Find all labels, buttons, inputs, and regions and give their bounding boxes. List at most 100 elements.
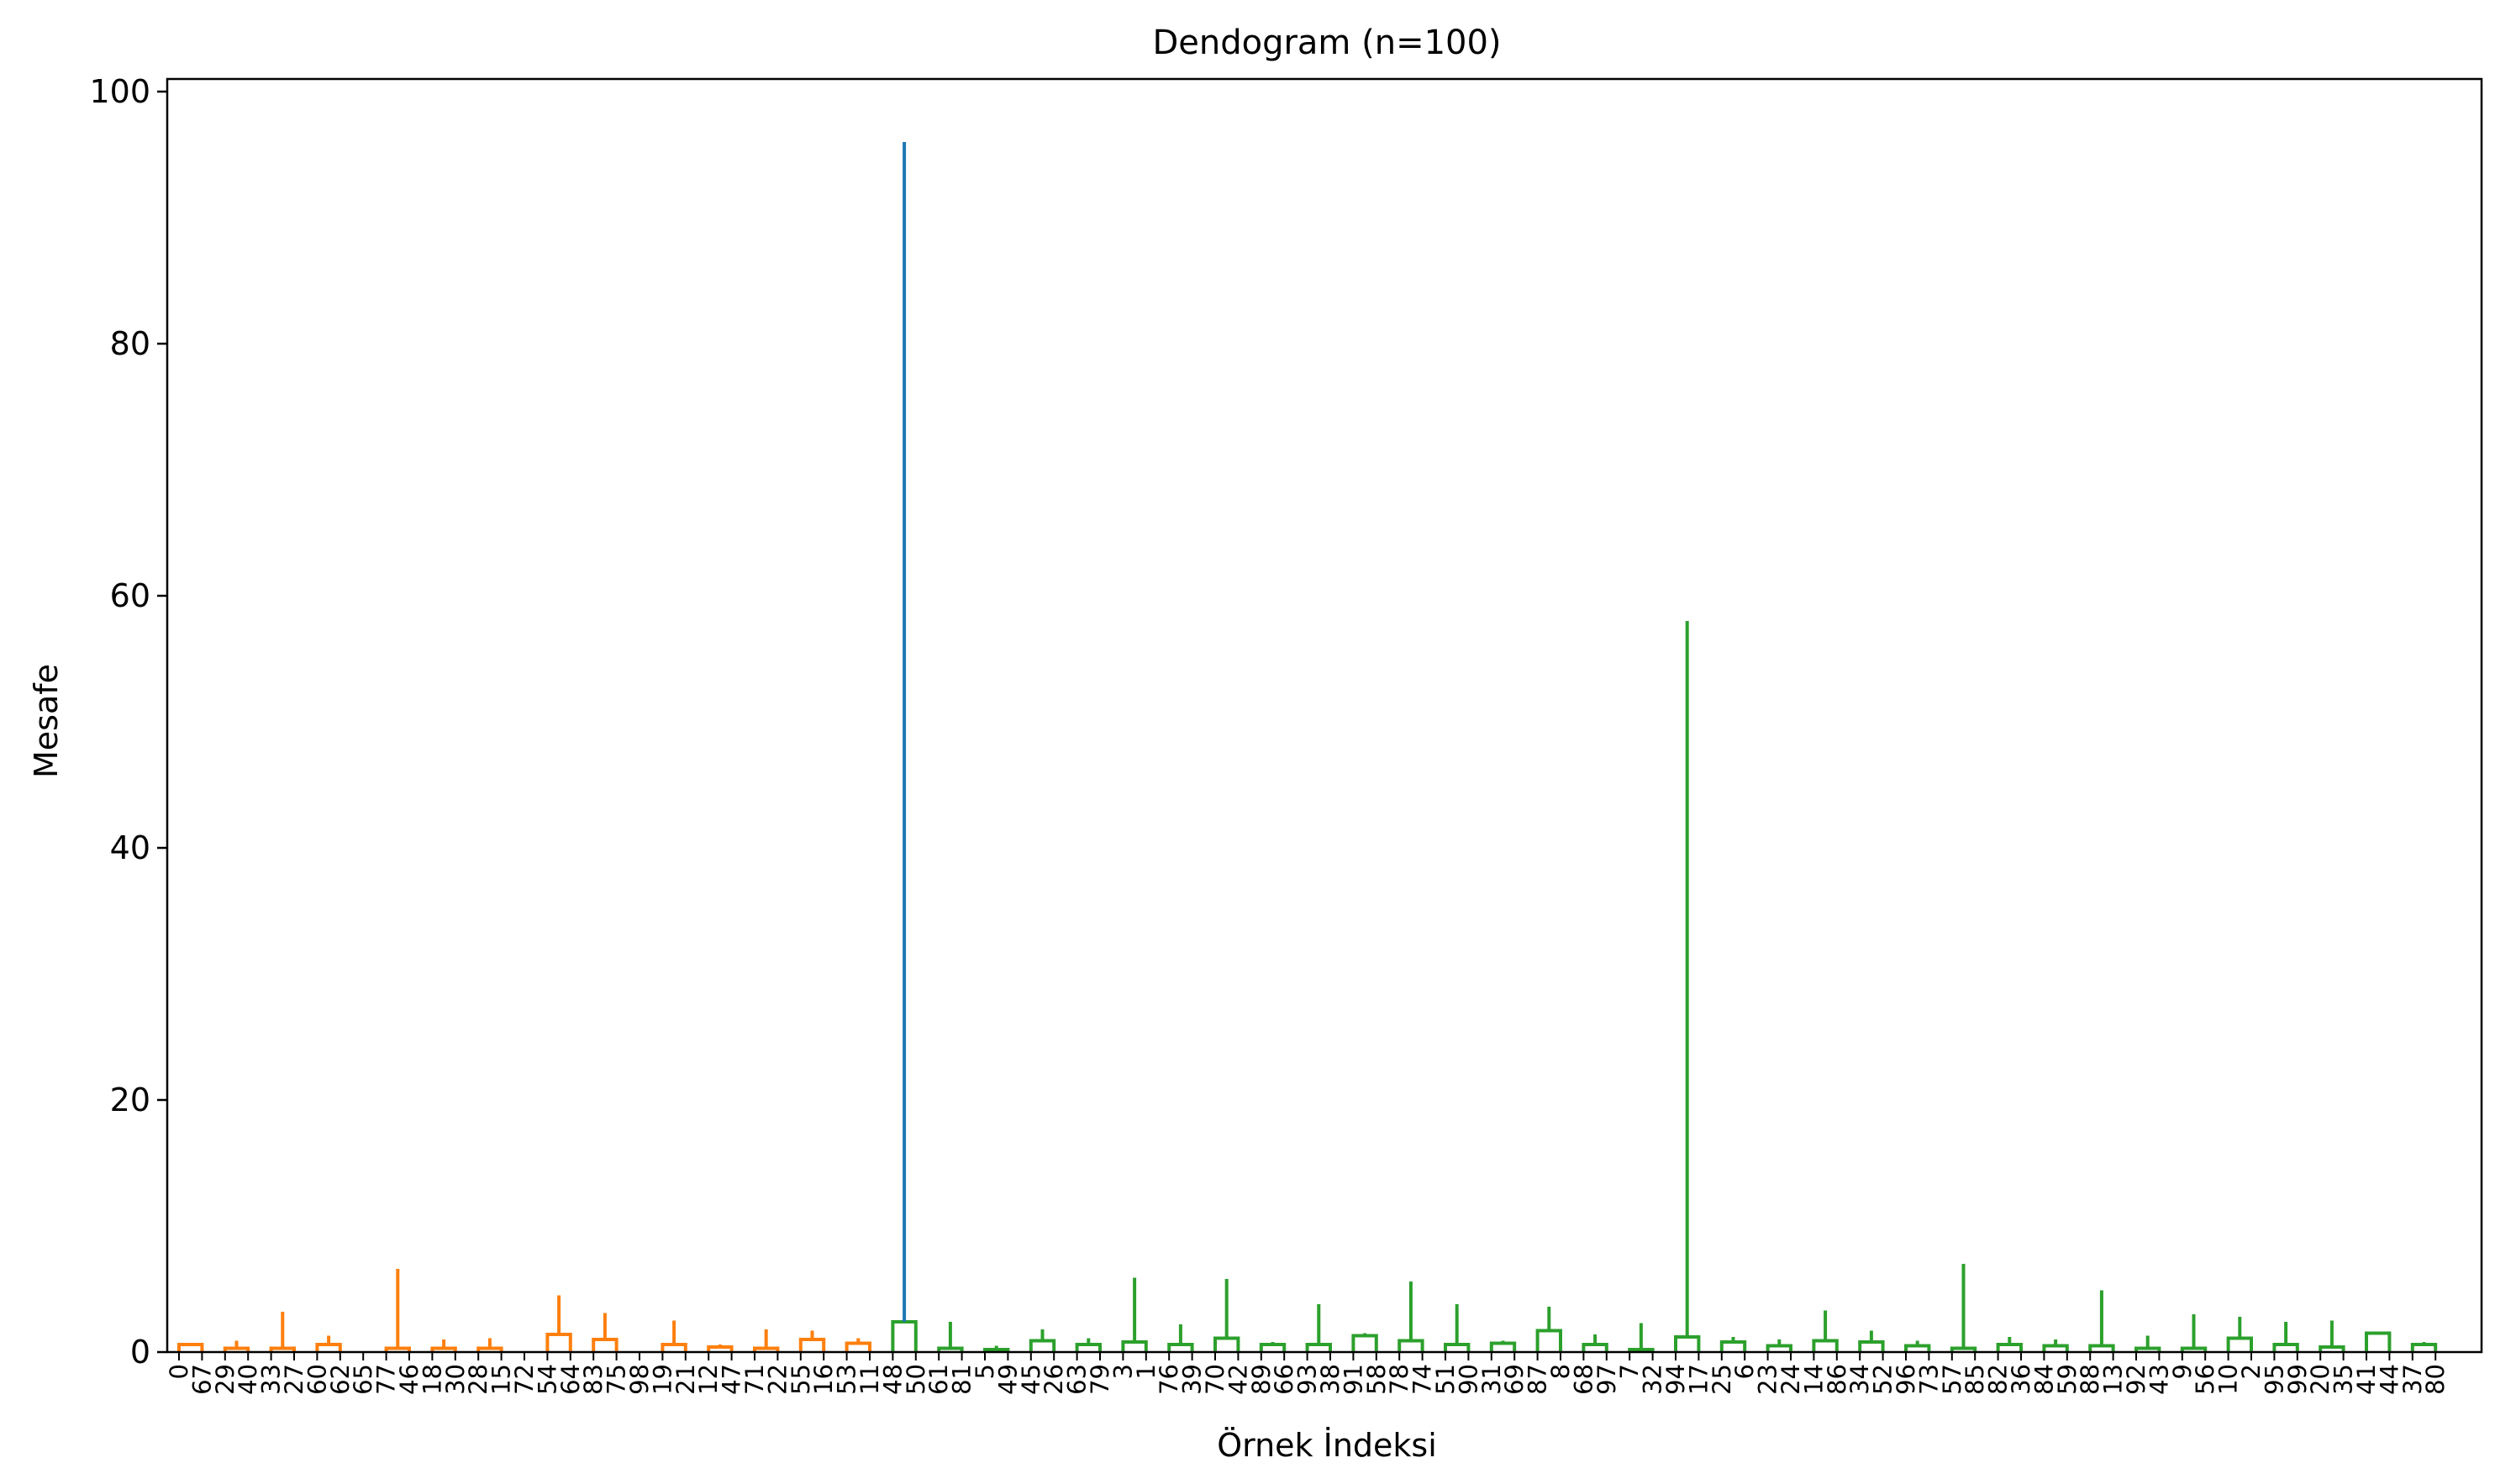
leaf-label: 64: [556, 1364, 585, 1395]
leaf-label: 31: [1477, 1364, 1506, 1395]
leaf-label: 85: [1961, 1364, 1989, 1395]
leaf-label: 68: [1569, 1364, 1598, 1395]
leaf-label: 70: [1201, 1364, 1229, 1395]
leaf-label: 74: [1408, 1364, 1437, 1395]
leaf-label: 62: [326, 1364, 355, 1395]
leaf-label: 10: [2214, 1364, 2243, 1395]
y-axis-ticks: 0 20 40 60 80 100: [89, 73, 167, 1371]
leaf-label: 15: [487, 1364, 516, 1395]
leaf-label: 40: [234, 1364, 262, 1395]
leaf-label: 79: [1086, 1364, 1114, 1395]
leaf-label: 80: [2421, 1364, 2450, 1395]
leaf-label: 86: [1823, 1364, 1851, 1395]
leaf-label: 33: [257, 1364, 286, 1395]
leaf-label: 18: [418, 1364, 446, 1395]
leaf-label: 44: [2375, 1364, 2403, 1395]
leaf-label: 12: [694, 1364, 723, 1395]
leaf-label: 2: [2237, 1364, 2266, 1379]
leaf-label: 11: [855, 1364, 884, 1395]
leaf-label: 60: [303, 1364, 331, 1395]
y-tick-label: 0: [130, 1334, 150, 1371]
leaf-label: 50: [902, 1364, 930, 1395]
leaf-label: 3: [1108, 1364, 1137, 1379]
x-axis-label: Örnek İndeksi: [1217, 1427, 1437, 1464]
leaf-label: 32: [1639, 1364, 1667, 1395]
leaf-label: 28: [464, 1364, 492, 1395]
dendrogram-links: [177, 142, 2438, 1352]
leaf-label: 48: [878, 1364, 907, 1395]
leaf-label: 22: [763, 1364, 792, 1395]
leaf-label: 84: [2029, 1364, 2058, 1395]
leaf-label: 29: [211, 1364, 239, 1395]
leaf-label: 35: [2329, 1364, 2358, 1395]
leaf-label: 59: [2053, 1364, 2082, 1395]
leaf-label: 77: [372, 1364, 401, 1395]
leaf-label: 0: [165, 1364, 193, 1379]
leaf-label: 73: [1914, 1364, 1943, 1395]
leaf-label: 27: [280, 1364, 308, 1395]
dendrogram-link: [177, 1343, 204, 1352]
y-tick-label: 40: [110, 829, 150, 866]
leaf-label: 30: [441, 1364, 470, 1395]
leaf-label: 36: [2007, 1364, 2035, 1395]
leaf-label: 66: [1270, 1364, 1298, 1395]
leaf-label: 9: [2168, 1364, 2197, 1379]
leaf-label: 43: [2145, 1364, 2173, 1395]
y-tick-label: 100: [89, 73, 150, 110]
leaf-label: 96: [1892, 1364, 1920, 1395]
leaf-label: 45: [1017, 1364, 1045, 1395]
leaf-label: 75: [603, 1364, 631, 1395]
leaf-label: 82: [1984, 1364, 2013, 1395]
leaf-label: 87: [1524, 1364, 1552, 1395]
leaf-label: 57: [1938, 1364, 1966, 1395]
leaf-label: 17: [1684, 1364, 1713, 1395]
leaf-label: 14: [1799, 1364, 1828, 1395]
leaf-label: 51: [1431, 1364, 1460, 1395]
chart-title: Dendogram (n=100): [1152, 24, 1501, 62]
leaf-label: 13: [2099, 1364, 2128, 1395]
leaf-label: 94: [1661, 1364, 1690, 1395]
leaf-label: 21: [671, 1364, 700, 1395]
leaf-label: 16: [809, 1364, 838, 1395]
leaf-label: 37: [2398, 1364, 2427, 1395]
leaf-label: 67: [187, 1364, 216, 1395]
leaf-label: 61: [924, 1364, 953, 1395]
leaf-label: 89: [1247, 1364, 1276, 1395]
leaf-label: 97: [1592, 1364, 1621, 1395]
leaf-label: 23: [1754, 1364, 1782, 1395]
leaf-label: 71: [740, 1364, 769, 1395]
leaf-label: 26: [1040, 1364, 1068, 1395]
leaf-label: 5: [971, 1364, 999, 1379]
leaf-label: 6: [1730, 1364, 1759, 1379]
leaf-label: 46: [395, 1364, 424, 1395]
y-axis-label: Mesafe: [28, 664, 65, 778]
leaf-label: 99: [2283, 1364, 2312, 1395]
leaf-label: 25: [1708, 1364, 1736, 1395]
leaf-label: 72: [510, 1364, 539, 1395]
leaf-label: 1: [1132, 1364, 1161, 1379]
leaf-label: 34: [1845, 1364, 1874, 1395]
leaf-label: 52: [1869, 1364, 1898, 1395]
leaf-label: 90: [1454, 1364, 1482, 1395]
leaf-label: 7: [1615, 1364, 1644, 1379]
leaf-label: 55: [787, 1364, 815, 1395]
leaf-label: 58: [1362, 1364, 1391, 1395]
leaf-label: 65: [349, 1364, 377, 1395]
leaf-label: 20: [2306, 1364, 2334, 1395]
leaf-label: 88: [2076, 1364, 2104, 1395]
y-tick-label: 80: [110, 325, 150, 362]
leaf-label: 98: [625, 1364, 654, 1395]
leaf-label: 91: [1339, 1364, 1367, 1395]
leaf-label: 76: [1155, 1364, 1183, 1395]
leaf-label: 49: [993, 1364, 1022, 1395]
leaf-label: 53: [833, 1364, 861, 1395]
leaf-label: 78: [1385, 1364, 1413, 1395]
leaf-label: 39: [1178, 1364, 1207, 1395]
x-axis-ticks: 0672940332760626577461830281572546483759…: [165, 1352, 2450, 1395]
y-tick-label: 20: [110, 1081, 150, 1118]
leaf-label: 38: [1316, 1364, 1345, 1395]
leaf-label: 69: [1500, 1364, 1529, 1395]
leaf-label: 47: [718, 1364, 746, 1395]
